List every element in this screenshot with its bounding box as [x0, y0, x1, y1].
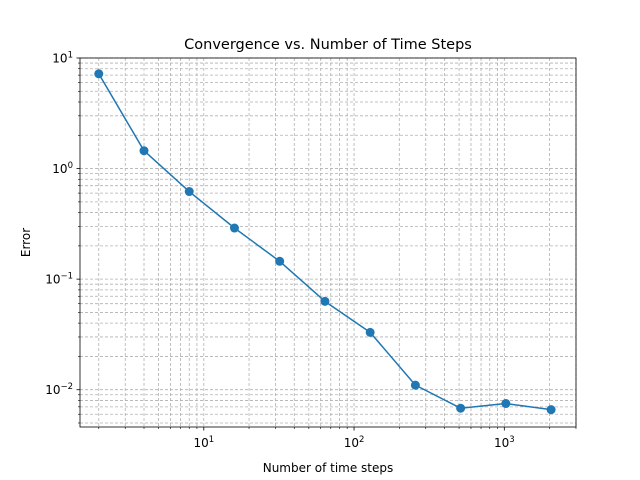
chart-title: Convergence vs. Number of Time Steps: [184, 37, 472, 53]
data-point: [320, 296, 330, 306]
ticks: 101 102 103 10−2 10−1 100 101: [45, 51, 577, 450]
data-point: [410, 380, 420, 390]
data-point: [139, 146, 149, 156]
plot-frame: [79, 57, 577, 428]
data-point: [365, 327, 375, 337]
y-tick-label: 10−2: [45, 382, 73, 397]
data-point: [275, 256, 285, 266]
data-point: [94, 69, 104, 79]
x-tick-label: 102: [344, 435, 365, 450]
series-layer: [94, 69, 556, 415]
data-point: [229, 223, 239, 233]
x-tick-label: 103: [494, 435, 515, 450]
y-axis-label: Error: [19, 228, 33, 257]
y-tick-label: 100: [52, 161, 73, 176]
data-point: [501, 399, 511, 409]
data-point: [456, 403, 466, 413]
data-point: [184, 187, 194, 197]
y-tick-label: 101: [52, 51, 73, 66]
x-axis-label: Number of time steps: [263, 461, 394, 475]
y-tick-label: 10−1: [45, 272, 73, 287]
data-point: [546, 405, 556, 415]
x-tick-label: 101: [193, 435, 214, 450]
